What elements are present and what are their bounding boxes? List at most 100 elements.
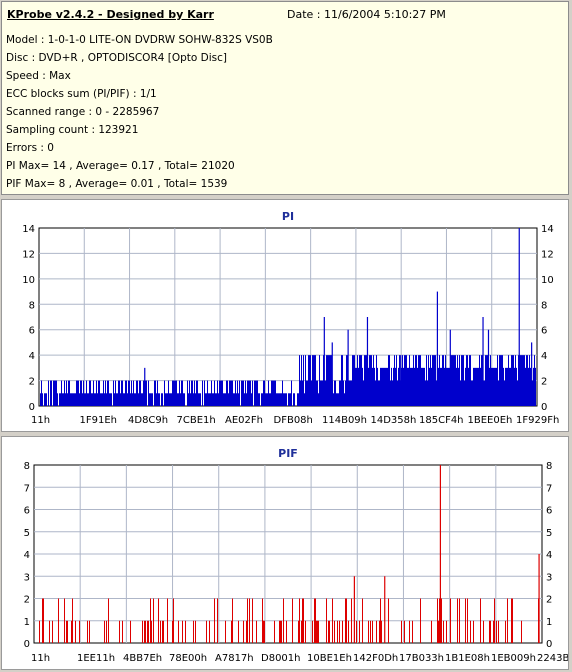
bar [294, 393, 295, 406]
bar [464, 380, 465, 406]
bar [271, 380, 272, 406]
bar [262, 393, 263, 406]
bar [231, 620, 232, 643]
bar [247, 380, 248, 406]
x-tick-label: 7CBE1h [177, 415, 216, 426]
y-tick-label-left: 10 [22, 275, 35, 286]
bar [439, 355, 440, 406]
bar [512, 598, 513, 643]
bar [191, 380, 192, 406]
bar [211, 380, 212, 406]
spike-bar [482, 317, 484, 406]
bar [316, 620, 317, 643]
bar [184, 393, 185, 406]
bar [269, 393, 270, 406]
bar [432, 355, 433, 406]
y-tick-label-right: 0 [541, 402, 547, 413]
bar [375, 380, 376, 406]
bar [250, 380, 251, 406]
bar [305, 355, 306, 406]
bar [88, 393, 89, 406]
bar [98, 380, 99, 406]
bar [515, 355, 516, 406]
bar [210, 393, 211, 406]
info-model: Model : 1-0-1-0 LITE-ON DVDRW SOHW-832S … [6, 34, 273, 46]
bar [421, 367, 422, 406]
bar [99, 380, 100, 406]
bar [268, 380, 269, 406]
bar [165, 393, 166, 406]
bar [158, 393, 159, 406]
bar [97, 393, 98, 406]
bar [140, 380, 141, 406]
bar [217, 380, 218, 406]
bar [145, 620, 146, 643]
y-tick-label-right: 10 [541, 275, 554, 286]
bar [459, 598, 460, 643]
bar [122, 620, 123, 643]
bar [157, 380, 158, 406]
bar [511, 598, 512, 643]
bar [345, 380, 346, 406]
bar [62, 393, 63, 406]
bar [382, 367, 383, 406]
bar [114, 393, 115, 406]
bar [130, 393, 131, 406]
bar [398, 367, 399, 406]
bar [280, 393, 281, 406]
bar [404, 620, 405, 643]
spike-bar [449, 329, 451, 406]
bar [426, 355, 427, 406]
bar [264, 620, 265, 643]
bar [413, 355, 414, 406]
pif-chart-panel: PIF 0 0 1 1 2 2 3 3 4 4 5 5 6 6 7 7 8 8 11h 1EE11h 4BB7Eh 78E0… [1, 436, 569, 670]
bar [315, 355, 316, 406]
bar [212, 393, 213, 406]
bar [142, 620, 143, 643]
bar [376, 620, 377, 643]
bar [288, 393, 289, 406]
bar [379, 620, 380, 643]
bar [39, 620, 40, 643]
y-tick-label-right: 8 [541, 300, 547, 311]
y-tick-label-left: 14 [22, 224, 35, 235]
bar [152, 393, 153, 406]
bar [359, 620, 360, 643]
bar [524, 355, 525, 406]
bar [523, 355, 524, 406]
bar [484, 380, 485, 406]
bar [281, 620, 282, 643]
bar [312, 620, 313, 643]
bar [280, 620, 281, 643]
bar [274, 620, 275, 643]
y-tick-label-right: 5 [546, 528, 552, 539]
bar [513, 355, 514, 406]
bar [339, 620, 340, 643]
bar [257, 380, 258, 406]
bar [223, 393, 224, 406]
bar [218, 393, 219, 406]
bar [215, 393, 216, 406]
bar [372, 620, 373, 643]
bar [176, 380, 177, 406]
bar [388, 598, 389, 643]
bar [322, 380, 323, 406]
bar [119, 380, 120, 406]
bar [313, 355, 314, 406]
spike-bar [439, 465, 441, 643]
bar [247, 598, 248, 643]
x-tick-label: 1B1E08h [445, 653, 490, 664]
bar [358, 367, 359, 406]
bar [96, 380, 97, 406]
bar [76, 380, 77, 406]
bar [53, 380, 54, 406]
bar [79, 620, 80, 643]
bar [108, 598, 109, 643]
bar [193, 620, 194, 643]
bar [378, 380, 379, 406]
bar [428, 355, 429, 406]
pif-series [39, 465, 540, 643]
bar [377, 367, 378, 406]
bar [251, 393, 252, 406]
bar [177, 393, 178, 406]
